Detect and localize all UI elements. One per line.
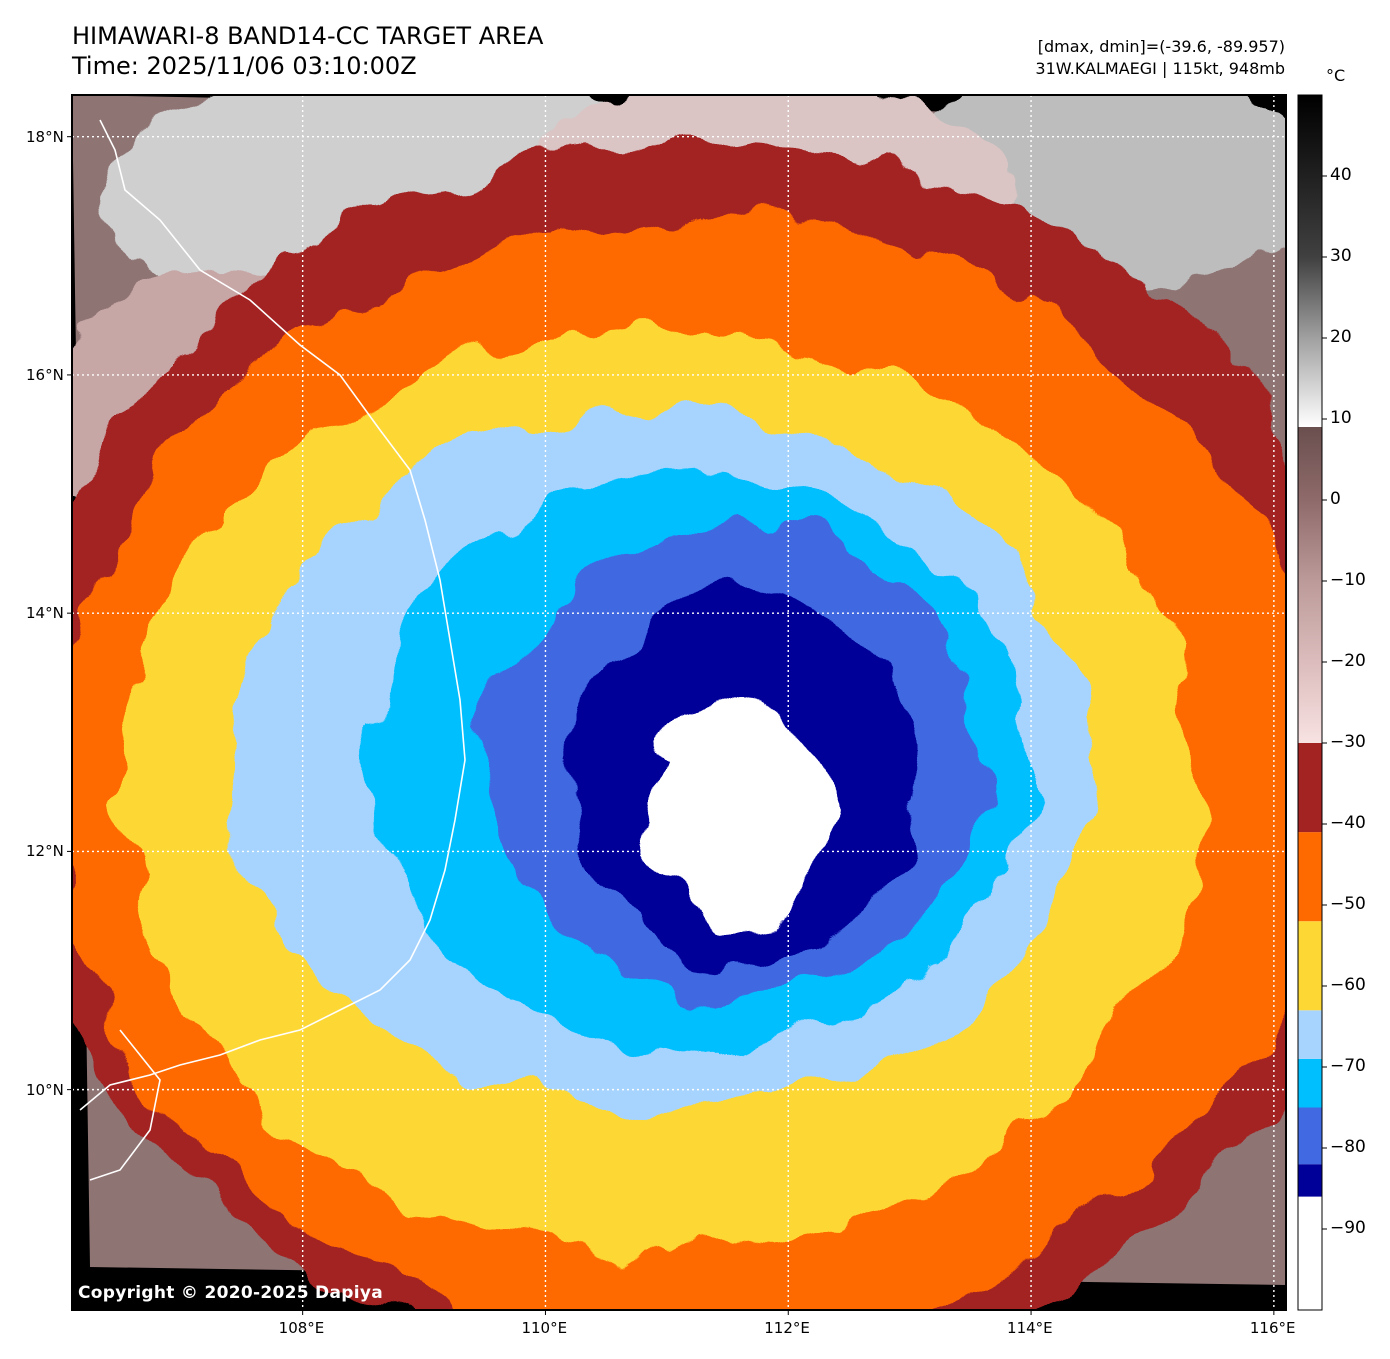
colorbar-band xyxy=(1298,1058,1322,1108)
colorbar-tick-label: 0 xyxy=(1330,489,1341,509)
temperature-range: [dmax, dmin]=(-39.6, -89.957) xyxy=(1037,37,1285,56)
lat-label: 10°N xyxy=(26,1080,64,1099)
chart-time: Time: 2025/11/06 03:10:00Z xyxy=(72,52,417,80)
lat-label: 18°N xyxy=(26,127,64,146)
colorbar xyxy=(1297,94,1327,1311)
cloud-bands xyxy=(72,140,1286,1310)
colorbar-band xyxy=(1298,1010,1322,1059)
colorbar-tick-label: 10 xyxy=(1330,408,1352,428)
coastline xyxy=(79,119,466,1181)
colorbar-tick-label: −20 xyxy=(1330,651,1366,671)
lon-label: 108°E xyxy=(278,1319,325,1337)
lat-label: 14°N xyxy=(26,604,64,623)
map-border xyxy=(71,94,1287,1311)
colorbar-band xyxy=(1298,743,1322,833)
colorbar-tick-label: −50 xyxy=(1330,894,1366,914)
lon-label: 110°E xyxy=(521,1319,568,1337)
colorbar-tick-label: 30 xyxy=(1330,246,1352,266)
colorbar-band xyxy=(1298,1107,1322,1165)
colorbar-tick-label: −30 xyxy=(1330,732,1366,752)
colorbar-tick-label: 40 xyxy=(1330,165,1352,185)
lat-label: 16°N xyxy=(26,365,64,384)
lon-label: 114°E xyxy=(1007,1319,1053,1337)
lon-label: 116°E xyxy=(1249,1319,1296,1337)
colorbar-border xyxy=(1297,94,1323,1311)
colorbar-unit: °C xyxy=(1326,66,1346,85)
copyright-text: Copyright © 2020-2025 Dapiya xyxy=(78,1283,383,1303)
graticule xyxy=(72,95,1286,1310)
colorbar-band xyxy=(1298,832,1322,922)
colorbar-tick-label: −10 xyxy=(1330,570,1366,590)
colorbar-band xyxy=(1298,921,1322,1011)
lat-label: 12°N xyxy=(26,842,64,861)
lon-label: 112°E xyxy=(764,1319,810,1337)
colorbar-gradient xyxy=(1298,95,1322,743)
colorbar-tick-label: −40 xyxy=(1330,813,1366,833)
colorbar-band xyxy=(1298,1164,1322,1197)
colorbar-tick-label: −80 xyxy=(1330,1137,1366,1157)
colorbar-tick-label: −90 xyxy=(1330,1218,1366,1238)
storm-info: 31W.KALMAEGI | 115kt, 948mb xyxy=(1035,59,1285,78)
colorbar-band xyxy=(1298,1196,1322,1310)
colorbar-tick-label: −70 xyxy=(1330,1056,1366,1076)
colorbar-tick-label: 20 xyxy=(1330,327,1352,347)
chart-title: HIMAWARI-8 BAND14-CC TARGET AREA xyxy=(72,22,544,50)
colorbar-tick-label: −60 xyxy=(1330,975,1366,995)
